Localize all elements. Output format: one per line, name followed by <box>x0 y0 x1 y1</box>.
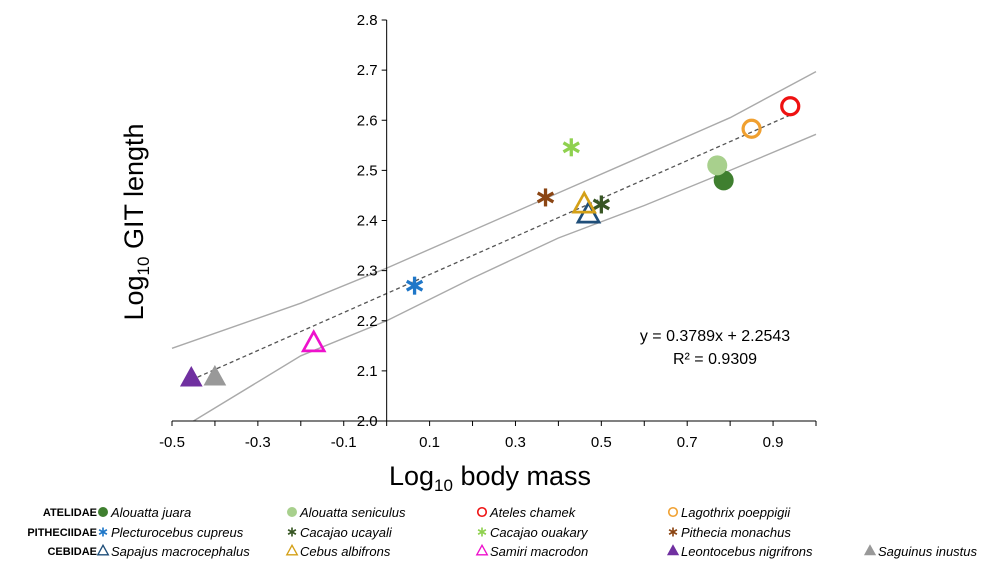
data-point <box>179 365 203 387</box>
x-tick-label: 0.7 <box>677 434 698 451</box>
x-tick-label: -0.1 <box>331 434 357 451</box>
legend-family-label: PITHECIIDAE <box>27 527 97 539</box>
y-tick-label: 2.8 <box>357 12 378 29</box>
legend-marker <box>98 507 108 517</box>
x-axis-title: Log10 body mass <box>389 461 591 495</box>
x-tick-label: -0.5 <box>159 434 185 451</box>
legend-species-label: Ateles chamek <box>489 505 577 520</box>
r-squared-label: R² = 0.9309 <box>673 351 757 368</box>
tick-labels: -0.5 -0.3 -0.1 0.1 0.3 0.5 0.7 0.9 2.0 2.1 2.2 2.3 2… <box>159 12 783 451</box>
legend-species-label: Cebus albifrons <box>300 544 391 559</box>
data-point <box>780 96 801 117</box>
data-point <box>203 364 227 386</box>
regression-line-path <box>184 112 795 384</box>
legend-species-label: Samiri macrodon <box>490 544 588 559</box>
legend-marker <box>667 506 679 518</box>
y-tick-label: 2.1 <box>357 363 378 380</box>
legend-species-label: Cacajao ucayali <box>300 525 393 540</box>
regression-line <box>184 112 795 384</box>
data-point <box>713 170 734 191</box>
y-tick-label: 2.7 <box>357 62 378 79</box>
legend-species-label: Alouatta juara <box>110 505 191 520</box>
legend-marker <box>476 506 488 518</box>
legend-species-label: Cacajao ouakary <box>490 525 589 540</box>
legend-species-label: Leontocebus nigrifrons <box>681 544 813 559</box>
data-point <box>300 329 327 353</box>
legend-species-label: Lagothrix poeppigii <box>681 505 791 520</box>
data-point <box>707 155 728 176</box>
legend-marker <box>666 544 680 556</box>
axes <box>171 19 817 426</box>
legend-marker <box>287 527 297 537</box>
x-tick-label: 0.9 <box>763 434 784 451</box>
legend-species-label: Alouatta seniculus <box>299 505 406 520</box>
y-axis-title: Log10 GIT length <box>119 123 153 320</box>
y-tick-label: 2.6 <box>357 112 378 129</box>
legend-marker <box>477 527 487 537</box>
y-tick-label: 2.5 <box>357 162 378 179</box>
legend-marker <box>863 544 877 556</box>
data-point <box>741 118 762 139</box>
data-points <box>179 96 801 387</box>
legend-marker <box>98 527 108 537</box>
legend-species-label: Pithecia monachus <box>681 525 791 540</box>
data-point <box>405 276 424 295</box>
y-tick-label: 2.2 <box>357 313 378 330</box>
x-tick-label: 0.3 <box>505 434 526 451</box>
data-point <box>571 190 597 214</box>
legend-marker <box>285 543 299 556</box>
x-tick-label: 0.1 <box>419 434 440 451</box>
y-tick-label: 2.4 <box>357 213 378 230</box>
legend-marker <box>96 543 110 556</box>
legend-species-label: Plecturocebus cupreus <box>111 525 244 540</box>
x-tick-label: 0.5 <box>591 434 612 451</box>
legend-marker <box>668 527 678 537</box>
legend: ATELIDAE Alouatta juara Alouatta seniculus… <box>27 505 977 559</box>
legend-family-label: CEBIDAE <box>47 546 97 558</box>
regression-equation: y = 0.3789x + 2.2543 <box>640 328 790 345</box>
y-tick-label: 2.3 <box>357 263 378 280</box>
legend-family-label: ATELIDAE <box>43 507 97 519</box>
data-point <box>536 188 555 207</box>
x-tick-label: -0.3 <box>245 434 271 451</box>
data-point <box>562 138 580 157</box>
legend-marker <box>475 543 489 556</box>
legend-species-label: Saguinus inustus <box>878 544 978 559</box>
legend-marker <box>287 507 297 517</box>
legend-species-label: Sapajus macrocephalus <box>111 544 250 559</box>
confidence-band-upper <box>171 70 817 349</box>
y-tick-label: 2.0 <box>357 413 378 430</box>
data-point <box>592 195 610 214</box>
